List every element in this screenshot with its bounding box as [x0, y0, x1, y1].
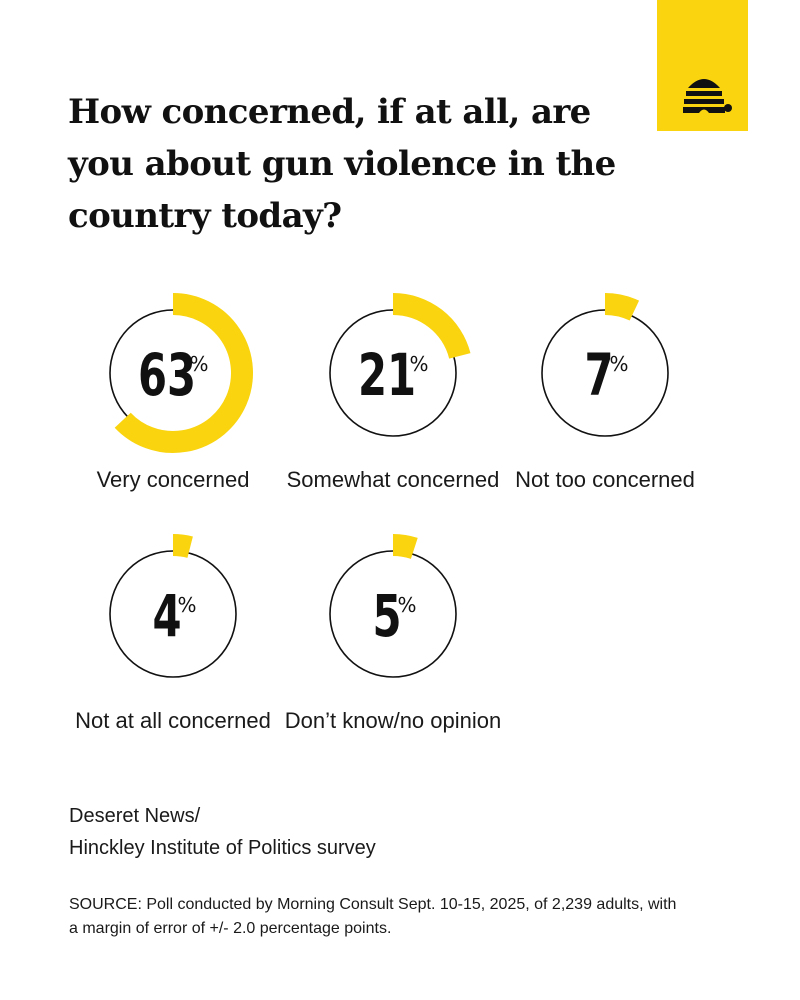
category-label: Not too concerned [515, 467, 695, 492]
value-label: 4 [152, 582, 181, 650]
value-label: 5 [372, 582, 401, 650]
source-note: SOURCE: Poll conducted by Morning Consul… [69, 896, 677, 937]
category-label: Not at all concerned [75, 708, 271, 733]
credit-line-2: Hinckley Institute of Politics survey [69, 837, 376, 859]
category-label: Very concerned [96, 467, 250, 492]
beehive-logo-icon [683, 79, 732, 113]
donut-slice [172, 534, 193, 558]
donut-slice [114, 293, 253, 453]
value-label: 63 [138, 341, 196, 409]
value-label: 21 [358, 341, 416, 409]
category-label: Somewhat concerned [286, 467, 500, 492]
value-label: 7 [584, 341, 613, 409]
logo-badge [657, 0, 748, 131]
donut-5: 5% [329, 534, 457, 678]
donut-slice [392, 293, 471, 359]
donut-1: 63% [109, 293, 253, 453]
percent-sign: % [177, 593, 196, 617]
category-label: Don’t know/no opinion [284, 708, 502, 733]
credit-line-1: Deseret News/ [69, 805, 201, 827]
donut-3: 7% [541, 293, 669, 437]
donut-4: 4% [109, 534, 237, 678]
percent-sign: % [409, 352, 428, 376]
donut-2: 21% [329, 293, 471, 437]
donut-charts: 63% 21% 7%4% 5% [109, 293, 669, 678]
page-title: How concerned, if at all, are you about … [68, 92, 616, 236]
donut-slice [392, 534, 418, 559]
percent-sign: % [397, 593, 416, 617]
donut-slice [604, 293, 640, 321]
percent-sign: % [609, 352, 628, 376]
percent-sign: % [189, 352, 208, 376]
credit: Deseret News/ Hinckley Institute of Poli… [69, 800, 376, 864]
